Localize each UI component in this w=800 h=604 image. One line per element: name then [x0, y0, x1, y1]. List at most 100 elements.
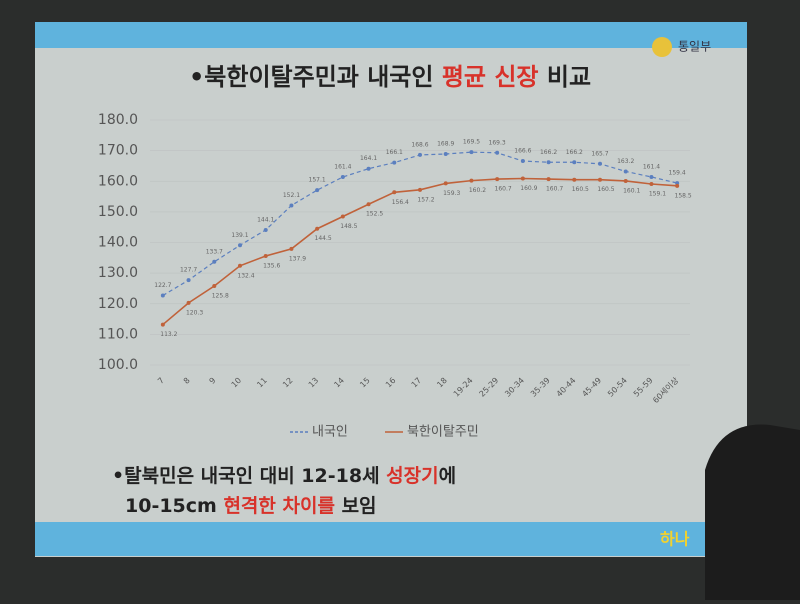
data-label: 166.2 [566, 149, 583, 156]
title-part: 비교 [539, 63, 592, 91]
note-highlight: 성장기 [386, 465, 438, 487]
data-label: 163.2 [617, 158, 634, 165]
data-point [289, 246, 294, 251]
data-point [520, 176, 525, 181]
data-point [572, 160, 577, 165]
y-tick-label: 110.0 [98, 326, 138, 342]
x-tick-label: 7 [156, 376, 166, 386]
data-label: 166.1 [386, 149, 403, 156]
data-point [649, 182, 654, 187]
y-tick-label: 170.0 [98, 143, 138, 159]
data-point [238, 263, 242, 268]
data-label: 160.2 [469, 187, 486, 194]
data-label: 160.9 [520, 185, 537, 192]
data-label: 125.8 [212, 292, 229, 299]
note-part: 에 [439, 465, 456, 487]
data-point [340, 174, 345, 179]
data-point [366, 166, 371, 171]
audience-head [705, 424, 800, 600]
data-point [675, 181, 680, 186]
logo-text: 통일부 [678, 40, 711, 54]
data-label: 160.1 [623, 187, 640, 194]
data-point [186, 300, 191, 305]
data-label: 152.5 [366, 211, 383, 218]
data-point [623, 178, 628, 183]
note-highlight: 현격한 차이를 [223, 495, 335, 517]
legend-label: 내국인 [312, 425, 348, 440]
data-point [160, 322, 165, 327]
data-label: 165.7 [591, 150, 608, 157]
data-point [546, 177, 551, 182]
data-point [572, 177, 577, 182]
data-label: 137.9 [289, 255, 306, 262]
data-point [469, 150, 474, 155]
data-label: 135.6 [263, 262, 280, 269]
y-tick-label: 180.0 [98, 112, 138, 128]
data-label: 144.5 [315, 235, 332, 242]
data-label: 157.1 [309, 177, 326, 184]
title-highlight: 평균 신장 [442, 63, 539, 91]
data-label: 157.2 [417, 196, 434, 203]
note-part: •탈북민은 내국인 대비 12-18세 [112, 465, 386, 487]
data-label: 152.1 [283, 192, 300, 199]
y-tick-label: 120.0 [98, 296, 138, 312]
data-label: 139.1 [231, 232, 248, 239]
data-label: 127.7 [180, 267, 197, 274]
data-label: 160.5 [572, 186, 589, 193]
data-label: 122.7 [154, 282, 171, 289]
data-label: 161.4 [643, 163, 660, 170]
note-line: 10-15cm 현격한 차이를 보임 [125, 495, 377, 517]
data-label: 166.2 [540, 149, 557, 156]
y-tick-label: 130.0 [98, 265, 138, 281]
data-point [495, 177, 500, 182]
data-point [623, 169, 628, 174]
data-point [443, 151, 448, 156]
data-point [186, 278, 191, 283]
data-point [418, 187, 422, 192]
data-label: 169.3 [489, 139, 506, 146]
data-point [598, 161, 602, 166]
data-label: 156.4 [392, 199, 409, 206]
data-point [340, 214, 345, 219]
note-part: 10-15cm [125, 495, 223, 517]
data-label: 160.7 [546, 186, 563, 193]
data-point [263, 253, 268, 258]
data-point [263, 227, 268, 232]
data-label: 132.4 [237, 272, 254, 279]
logo-icon [652, 37, 672, 57]
note-line: •탈북민은 내국인 대비 12-18세 성장기에 [112, 465, 456, 487]
data-label: 159.1 [649, 191, 666, 198]
chart: 100.0 110.0 120.0 130.0 140.0 150.0 160.0 170.0… [98, 112, 692, 440]
data-point [469, 178, 474, 183]
data-label: 160.7 [495, 186, 512, 193]
slide-bottom-bar [35, 522, 747, 556]
data-label: 158.5 [675, 192, 692, 199]
data-point [598, 177, 602, 182]
data-label: 120.3 [186, 309, 203, 316]
data-point [212, 283, 217, 288]
data-point [418, 152, 422, 157]
slide [35, 22, 747, 557]
data-point [392, 190, 397, 195]
data-point [546, 160, 551, 165]
data-label: 148.5 [340, 223, 357, 230]
data-label: 133.7 [206, 248, 223, 255]
data-label: 160.5 [597, 186, 614, 193]
note-part: 보임 [335, 495, 377, 517]
data-label: 159.3 [443, 190, 460, 197]
title-part: •북한이탈주민과 내국인 [189, 63, 442, 91]
data-point [649, 174, 654, 179]
data-point [160, 293, 165, 298]
data-point [495, 150, 500, 155]
y-tick-label: 140.0 [98, 235, 138, 251]
data-point [315, 188, 320, 193]
data-label: 144.1 [257, 216, 274, 223]
data-label: 113.2 [160, 331, 177, 338]
x-tick-label: 9 [208, 376, 218, 386]
data-label: 168.6 [411, 141, 428, 148]
y-tick-label: 150.0 [98, 204, 138, 220]
slide-title: •북한이탈주민과 내국인 평균 신장 비교 [189, 63, 591, 91]
y-tick-label: 100.0 [98, 357, 138, 373]
data-point [675, 183, 680, 188]
